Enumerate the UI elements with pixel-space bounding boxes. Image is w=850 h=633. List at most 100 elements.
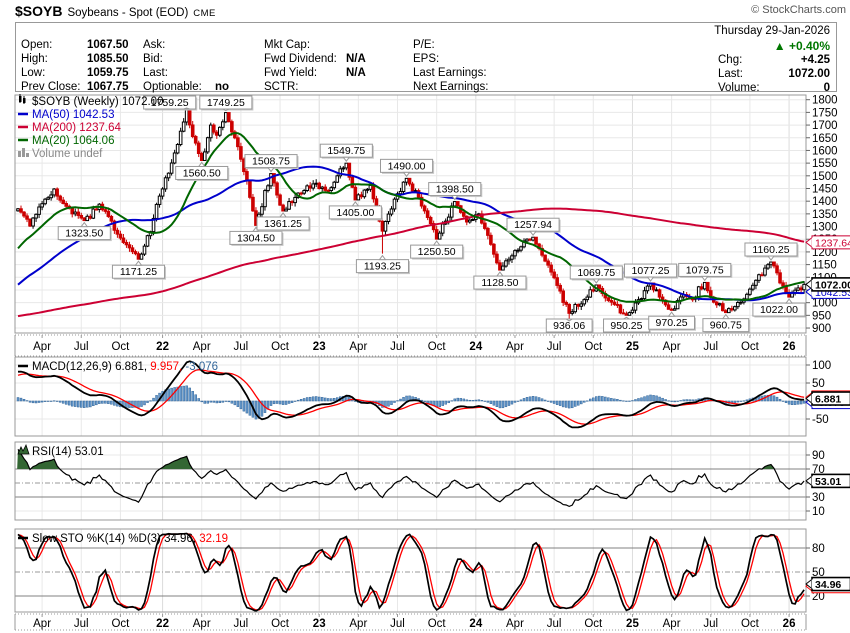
quote-date: Thursday 29-Jan-2026 [714,25,830,37]
quote-field: Low: 1059.75 [21,67,129,79]
svg-text:25: 25 [626,618,639,630]
candle [61,196,65,205]
candle [615,301,620,308]
candle [410,181,415,193]
percent-change-badge: ▲ +0.40% [774,39,830,53]
candle [350,174,355,189]
candle [121,234,126,245]
candle [341,166,346,173]
candle [543,254,547,263]
svg-text:MA(200) 1237.64: MA(200) 1237.64 [32,122,121,134]
candle [724,309,728,314]
candle [293,193,297,207]
candle [332,180,337,190]
sto-k-line [17,532,805,612]
candle [489,232,493,246]
candle [437,230,442,240]
svg-text:Oct: Oct [428,341,447,353]
sto-panel: Slow STO %K(14) %D(3) 34.96, 32.19 80 50 20… [14,528,850,613]
svg-text:1150: 1150 [812,260,837,272]
svg-text:1750: 1750 [812,107,838,119]
quote-column-change: Chg: +4.25 Last: 1072.00 Volume: 0 [718,53,830,95]
svg-text:23: 23 [313,341,326,353]
volume-icon [18,148,29,157]
candle [401,181,406,195]
svg-text:Oct: Oct [584,618,603,630]
candle [85,214,90,222]
svg-text:Oct: Oct [271,341,290,353]
rsi-panel: RSI(14) 53.01907050301053.01 [14,441,850,521]
quote-field: Prev Close: 1067.75 [21,81,129,93]
candle [757,273,761,283]
legend-row: MA(20) 1064.06 [18,135,114,147]
svg-text:1000: 1000 [812,298,838,310]
candle [320,185,325,192]
candle [624,311,629,316]
candle [528,238,532,242]
candle [46,195,50,201]
candle [139,252,144,260]
svg-text:Apr: Apr [506,341,524,353]
candlesticks [16,109,806,319]
candle [621,308,626,315]
candle [495,251,499,265]
candle [675,298,680,310]
candle [386,211,391,225]
pivot-annotation: 1759.25 [143,95,198,111]
pivot-annotation: 1069.75 [569,265,624,284]
candle [630,306,635,315]
candle [115,227,120,238]
candle [28,218,32,228]
candle [534,236,538,246]
pivot-annotation: 970.25 [648,311,697,331]
candle [353,185,358,201]
pivot-annotation: 1193.25 [355,254,411,275]
candle [793,287,797,296]
quote-field: High: 1085.50 [21,53,129,65]
pivot-annotation: 1398.50 [428,182,483,201]
candle [311,180,315,191]
candle [233,129,237,140]
candle [205,136,210,154]
axis-value-box: 6.881 [805,391,850,406]
candle [142,243,147,256]
candle [49,191,53,201]
svg-text:950: 950 [812,310,831,322]
svg-text:1128.50: 1128.50 [481,277,518,289]
candle [419,193,424,209]
candle [582,298,587,307]
candle [136,251,141,260]
candle [193,134,198,146]
pivot-annotation: 1079.75 [678,262,733,282]
pivot-annotation: 1022.00 [752,298,807,318]
candle [151,214,156,236]
pivot-annotation: 1160.25 [744,242,799,261]
candle [25,213,29,223]
svg-text:Apr: Apr [506,618,524,630]
svg-text:Oct: Oct [741,341,760,353]
svg-text:1600: 1600 [812,145,838,157]
svg-text:Jul: Jul [390,341,405,353]
candle [389,206,394,217]
candle [510,253,514,263]
pivot-annotation: 1749.25 [199,95,254,112]
candle [239,142,243,162]
candle [251,193,255,212]
svg-text:Jul: Jul [703,618,718,630]
candle [202,148,207,161]
axis-value-box: 1072.00 [805,277,850,292]
rsi-axis: 907050301053.01 [805,450,850,518]
svg-text:70: 70 [812,464,825,476]
symbol-description: Soybeans - Spot (EOD) [67,7,189,19]
candle [561,288,565,307]
svg-text:1250.50: 1250.50 [418,246,456,258]
candle [323,184,328,193]
svg-text:1398.50: 1398.50 [436,184,474,196]
candle [516,248,520,254]
svg-text:90: 90 [812,450,825,462]
exchange-label: CME [193,8,216,19]
svg-text:50: 50 [812,378,825,390]
pivot-annotations: 1323.50 1171.25 1759.25 1560.50 1749.25 1304.… [57,95,807,334]
candle [22,211,26,218]
